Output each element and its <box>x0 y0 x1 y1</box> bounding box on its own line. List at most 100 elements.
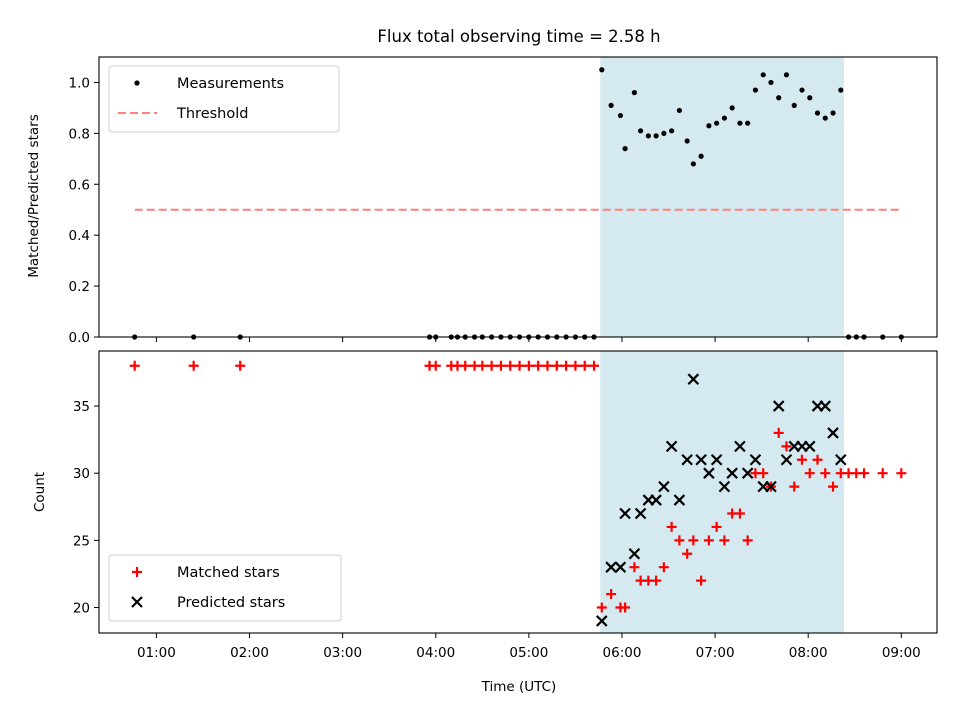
y-tick-label: 0.4 <box>69 228 90 244</box>
predicted-star-point <box>634 507 647 520</box>
measurement-point <box>729 105 735 111</box>
measurement-point <box>783 72 790 78</box>
predicted-star-point <box>665 440 678 453</box>
matched-star-point <box>523 360 534 371</box>
predicted-star-point <box>734 440 746 453</box>
measurement-point <box>737 120 743 126</box>
predicted-star-point <box>819 400 832 412</box>
y-tick-label: 0.8 <box>69 126 90 142</box>
matched-star-point <box>570 360 581 371</box>
measurement-point <box>637 128 644 134</box>
predicted-star-point <box>628 547 641 560</box>
measurement-point <box>676 107 682 114</box>
panel-frame-0 <box>98 56 938 338</box>
x-tick-label: 08:00 <box>789 645 828 661</box>
matched-star-point <box>629 562 640 573</box>
measurement-point <box>752 87 759 93</box>
x-tick-label: 06:00 <box>603 645 642 661</box>
legend-label: Matched stars <box>177 565 280 581</box>
predicted-star-point <box>772 400 785 412</box>
top-legend: Measurements Threshold <box>108 65 340 133</box>
measurement-point <box>645 133 651 139</box>
matched-star-point <box>789 481 800 492</box>
legend-label: Threshold <box>176 106 248 122</box>
matched-star-point <box>620 602 631 613</box>
matched-star-point <box>682 548 693 559</box>
top-legend-box <box>108 65 340 133</box>
y-tick-label: 25 <box>73 533 90 549</box>
measurement-point <box>669 128 675 134</box>
y-tick-label: 20 <box>73 600 90 616</box>
legend-marker-x <box>131 596 143 608</box>
measurement-point <box>776 95 782 101</box>
matched-star-point <box>781 441 792 452</box>
matched-star-point <box>812 454 823 465</box>
measurement-point <box>714 120 720 126</box>
matched-star-point <box>486 360 497 371</box>
x-tick-label: 07:00 <box>696 645 735 661</box>
predicted-star-point <box>619 507 631 520</box>
predicted-star-point <box>605 561 617 573</box>
predicted-star-point <box>650 494 662 506</box>
observing-interval-shade <box>600 57 844 337</box>
measurement-point <box>799 87 805 93</box>
measurement-point <box>791 102 797 108</box>
matched-star-point <box>430 360 441 371</box>
matched-star-point <box>828 481 839 492</box>
y-tick-label: 0.2 <box>69 279 90 295</box>
measurement-point <box>721 115 727 121</box>
matched-star-point <box>696 575 707 586</box>
measurement-point <box>822 115 828 121</box>
matched-star-point <box>796 454 807 465</box>
matched-star-point <box>579 360 590 371</box>
measurement-point <box>608 102 614 108</box>
legend-label: Measurements <box>177 76 284 92</box>
x-tick-label: 02:00 <box>230 645 269 661</box>
predicted-star-point <box>827 427 839 439</box>
measurement-point <box>814 110 821 116</box>
matched-star-point <box>758 468 769 479</box>
predicted-star-point <box>681 453 693 466</box>
matched-star-point <box>129 360 140 371</box>
measurement-point <box>684 138 690 144</box>
predicted-star-point <box>780 453 793 466</box>
matched-star-point <box>514 360 525 371</box>
matched-star-point <box>477 360 488 371</box>
y-tick-label: 0.6 <box>69 177 90 193</box>
y-tick-label: 0.0 <box>69 330 90 346</box>
predicted-star-point <box>673 494 686 506</box>
matched-star-point <box>596 602 607 613</box>
top-y-axis-label: Matched/Predicted stars <box>26 114 42 277</box>
legend-marker-dot <box>134 80 140 86</box>
measurement-point <box>745 120 751 126</box>
predicted-star-point <box>765 480 777 493</box>
matched-star-point <box>533 360 544 371</box>
predicted-star-point <box>718 480 731 493</box>
measurement-point <box>631 90 637 96</box>
matched-star-point <box>711 521 722 532</box>
matched-star-point <box>188 360 199 371</box>
bottom-legend-box <box>108 554 342 622</box>
x-tick-label: 05:00 <box>509 645 548 661</box>
y-tick-label: 35 <box>73 399 90 415</box>
matched-star-point <box>719 535 730 546</box>
chart-title: Flux total observing time = 2.58 h <box>377 27 660 46</box>
predicted-star-point <box>695 453 707 466</box>
predicted-star-point <box>741 467 754 479</box>
matched-star-point <box>589 360 600 371</box>
measurement-point <box>698 153 704 159</box>
predicted-star-point <box>835 453 847 466</box>
matched-star-point <box>542 360 553 371</box>
matched-star-point <box>561 360 572 371</box>
predicted-star-point <box>803 440 816 453</box>
measurement-point <box>653 133 659 139</box>
matched-star-point <box>666 521 677 532</box>
matched-star-point <box>703 535 714 546</box>
matched-star-point <box>742 535 753 546</box>
measurement-point <box>838 87 844 93</box>
matched-star-point <box>734 508 745 519</box>
y-tick-label: 1.0 <box>69 75 90 91</box>
measurement-point <box>760 72 766 78</box>
matched-star-point <box>820 468 831 479</box>
